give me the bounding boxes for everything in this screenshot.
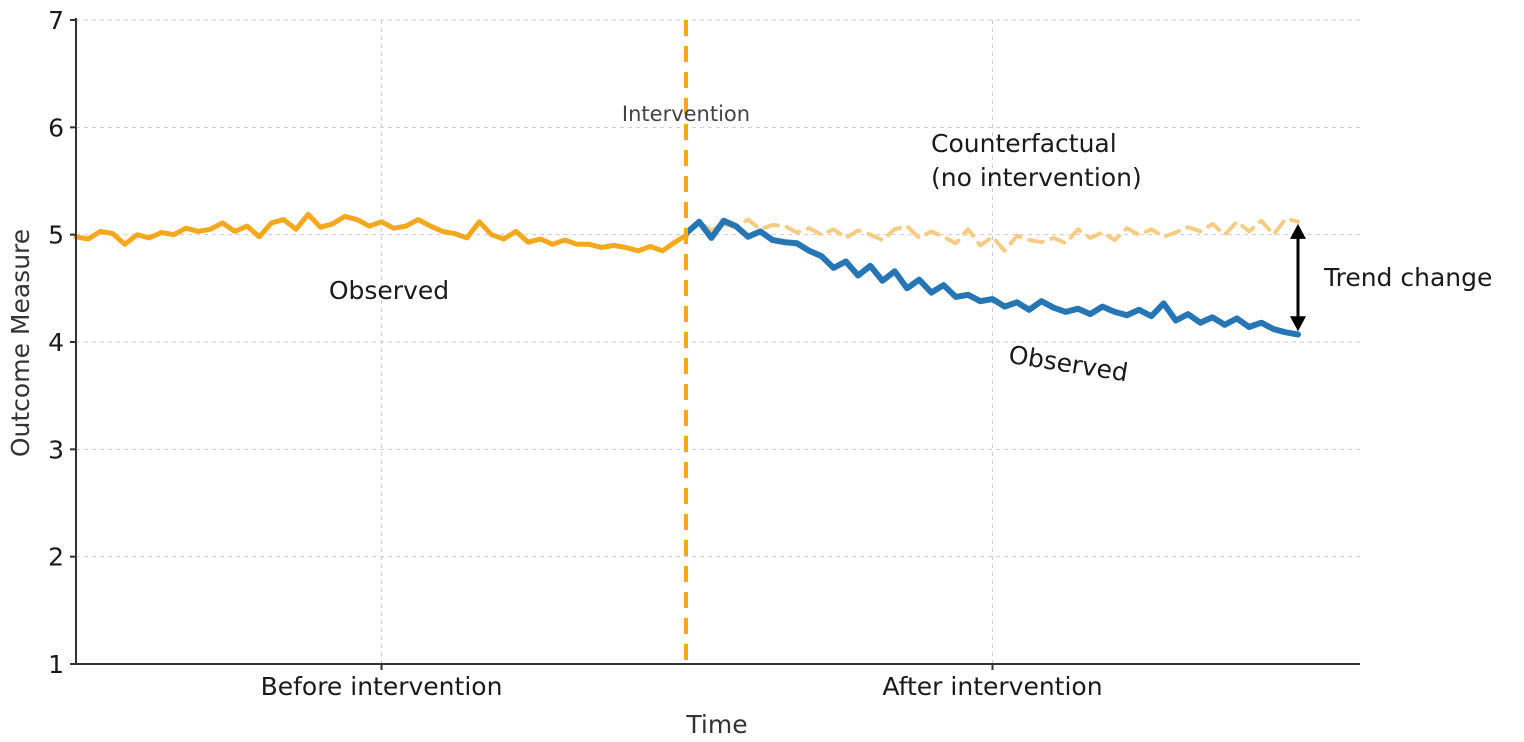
y-tick-label: 3 [48, 435, 64, 464]
trend-change-label: Trend change [1323, 263, 1492, 292]
y-tick-label: 7 [48, 6, 64, 35]
observed-pre-line [73, 211, 690, 254]
x-tick-label: After intervention [882, 672, 1102, 701]
trend-arrow-head-down [1290, 316, 1306, 332]
y-tick-label: 5 [48, 221, 64, 250]
trend-change-arrow [1290, 223, 1306, 332]
x-axis-title: Time [685, 710, 747, 739]
y-axis-title: Outcome Measure [6, 229, 35, 457]
ticks: 1 2 3 4 5 6 7 Before intervention After interven… [48, 6, 1102, 701]
counterfactual-line [685, 216, 1300, 253]
counterfactual-label-line2: (no intervention) [931, 163, 1142, 192]
x-tick-label: Before intervention [261, 672, 503, 701]
trend-arrow-head-up [1290, 223, 1306, 239]
intervention-label: Intervention [622, 102, 750, 126]
counterfactual-label-line1: Counterfactual [931, 129, 1117, 158]
observed-pre-label: Observed [329, 276, 449, 305]
y-tick-label: 4 [48, 328, 64, 357]
grid [76, 19, 1360, 664]
series-layer [73, 20, 1306, 664]
y-tick-label: 1 [48, 650, 64, 679]
y-tick-label: 2 [48, 543, 64, 572]
y-tick-label: 6 [48, 113, 64, 142]
observed-post-line [684, 217, 1301, 338]
observed-post-label: Observed [1007, 340, 1130, 387]
